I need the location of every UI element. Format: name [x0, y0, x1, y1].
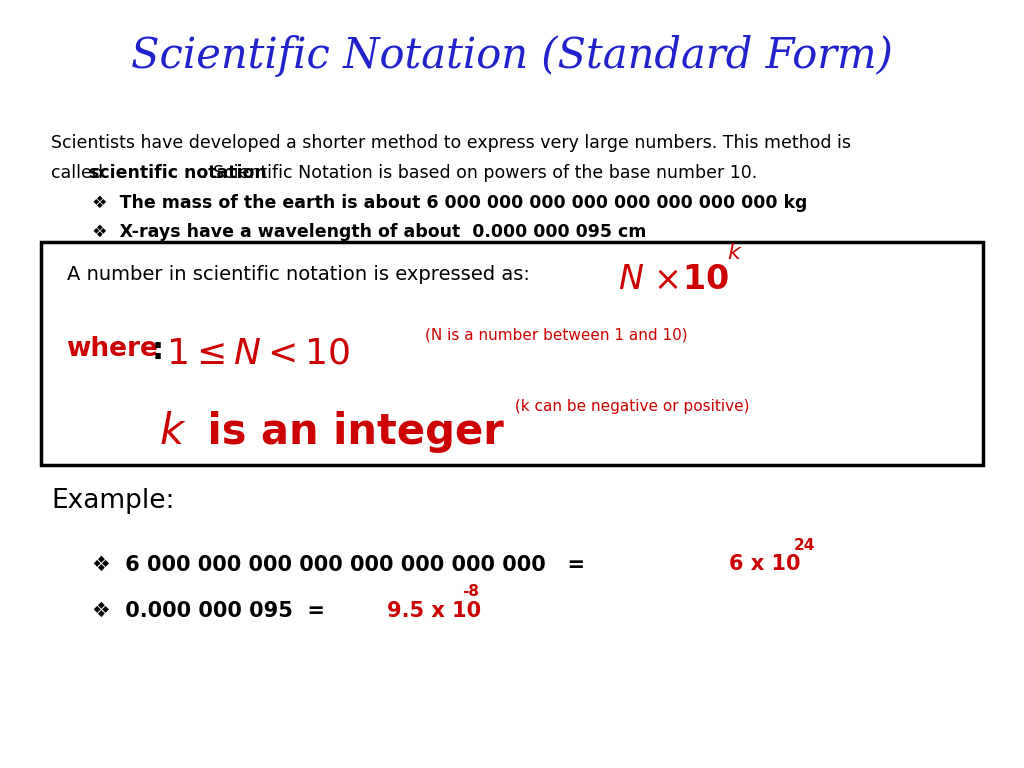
- Text: is an integer: is an integer: [193, 411, 503, 453]
- Text: Scientists have developed a shorter method to express very large numbers. This m: Scientists have developed a shorter meth…: [51, 134, 851, 152]
- Text: -8: -8: [462, 584, 479, 599]
- Text: ❖  6 000 000 000 000 000 000 000 000   =: ❖ 6 000 000 000 000 000 000 000 000 =: [92, 554, 600, 574]
- Text: called: called: [51, 164, 109, 181]
- Text: Scientific Notation (Standard Form): Scientific Notation (Standard Form): [131, 35, 893, 77]
- Text: :: :: [152, 336, 164, 366]
- Text: Example:: Example:: [51, 488, 175, 514]
- Text: . Scientific Notation is based on powers of the base number 10.: . Scientific Notation is based on powers…: [202, 164, 757, 181]
- FancyBboxPatch shape: [41, 242, 983, 465]
- Text: 24: 24: [794, 538, 815, 553]
- Text: $\times$: $\times$: [653, 263, 679, 296]
- Text: ❖  0.000 000 095  =: ❖ 0.000 000 095 =: [92, 601, 340, 621]
- Text: $\mathbf{10}$: $\mathbf{10}$: [682, 263, 729, 296]
- Text: scientific notation: scientific notation: [89, 164, 267, 181]
- Text: $1 \leq \mathit{N} < 10$: $1 \leq \mathit{N} < 10$: [166, 336, 350, 370]
- Text: where: where: [67, 336, 159, 362]
- Text: (k can be negative or positive): (k can be negative or positive): [510, 399, 750, 415]
- Text: A number in scientific notation is expressed as:: A number in scientific notation is expre…: [67, 265, 542, 284]
- Text: (N is a number between 1 and 10): (N is a number between 1 and 10): [425, 327, 687, 343]
- Text: 9.5 x 10: 9.5 x 10: [387, 601, 481, 621]
- Text: $\mathit{N}$: $\mathit{N}$: [618, 263, 644, 296]
- Text: $\mathit{k}$: $\mathit{k}$: [159, 411, 186, 453]
- Text: ❖  The mass of the earth is about 6 000 000 000 000 000 000 000 000 kg: ❖ The mass of the earth is about 6 000 0…: [92, 194, 808, 211]
- Text: ❖  X-rays have a wavelength of about  0.000 000 095 cm: ❖ X-rays have a wavelength of about 0.00…: [92, 223, 646, 240]
- Text: 6 x 10: 6 x 10: [729, 554, 801, 574]
- Text: $\mathit{k}$: $\mathit{k}$: [727, 243, 742, 263]
